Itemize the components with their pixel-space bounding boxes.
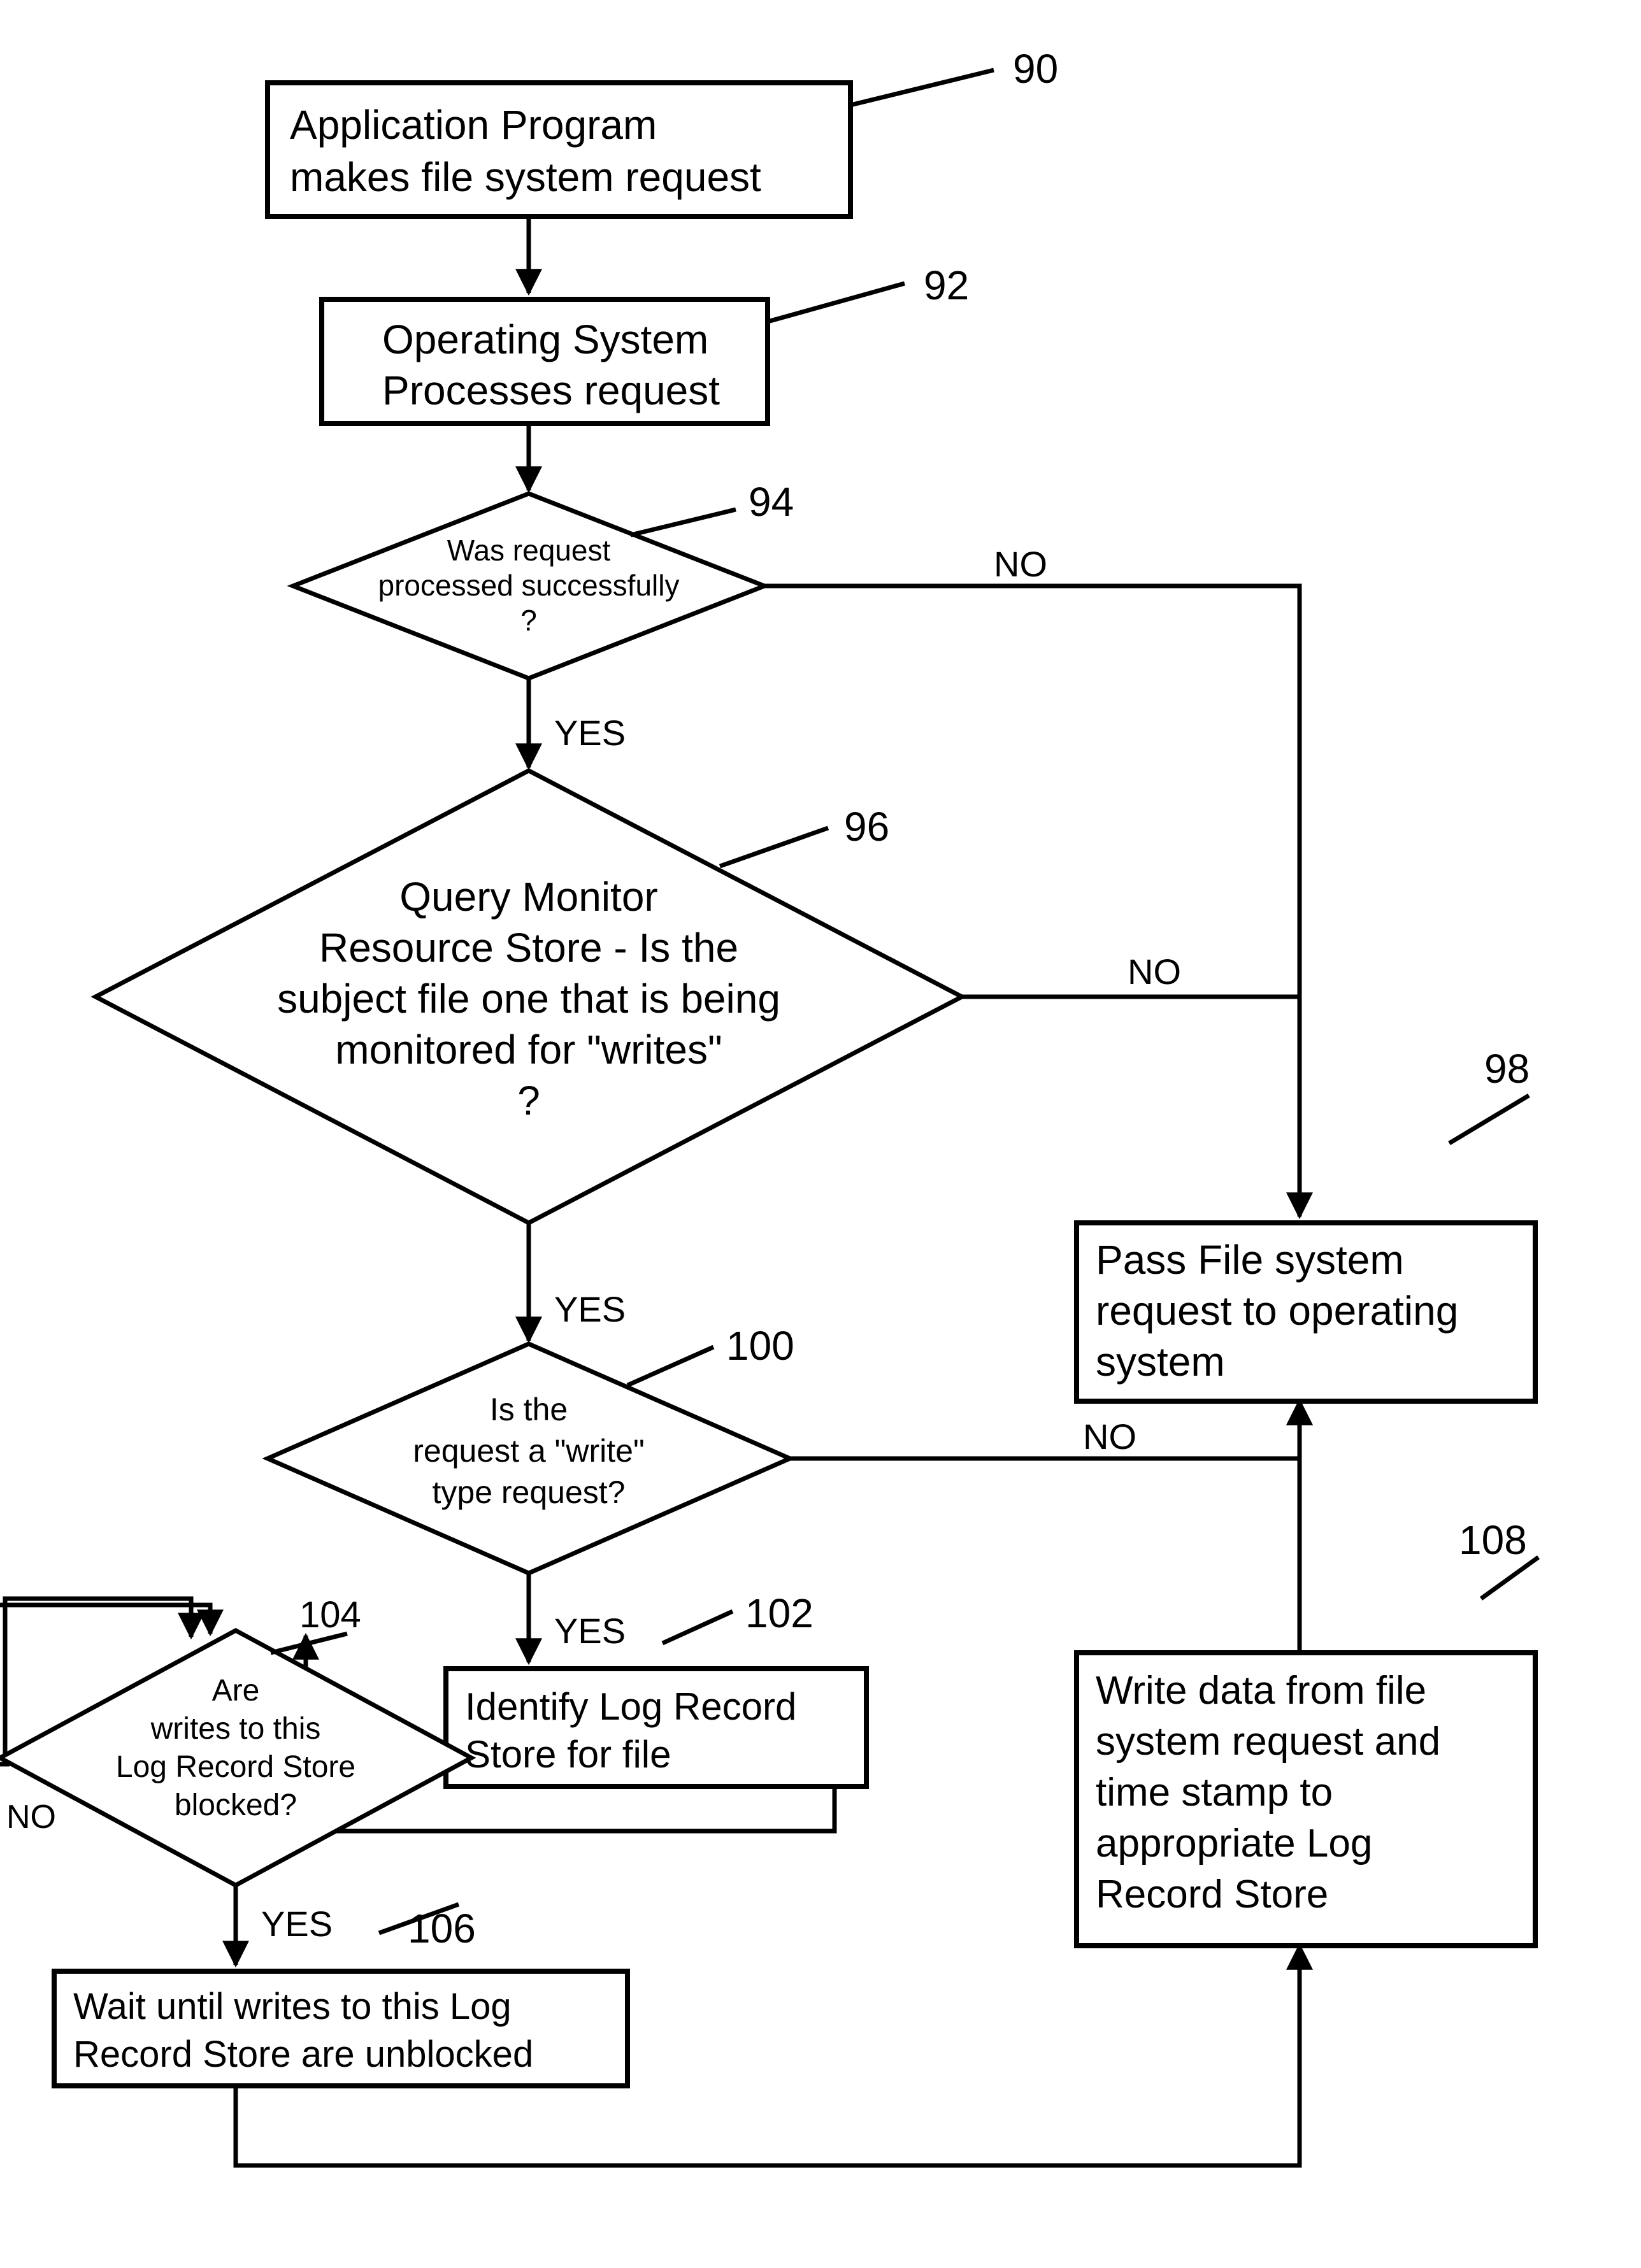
n94-line2: processed successfully (378, 569, 680, 602)
n106-line1: Wait until writes to this Log (73, 1986, 512, 2027)
n104-line2: writes to this (150, 1712, 321, 1746)
n108-line4: appropriate Log (1096, 1822, 1372, 1865)
n102-line2: Store for file (465, 1733, 671, 1776)
node-96: Query Monitor Resource Store - Is the su… (96, 771, 962, 1223)
lbl-94-yes: YES (554, 713, 626, 753)
n108-ref: 108 (1459, 1517, 1527, 1563)
n96-ref: 96 (844, 804, 889, 850)
node-100: Is the request a "write" type request? 1… (268, 1323, 794, 1573)
n96-line4: monitored for "writes" (335, 1027, 722, 1073)
node-98: Pass File system request to operating sy… (1077, 1046, 1535, 1401)
n90-line2: makes file system request (290, 154, 761, 200)
n96-line1: Query Monitor (399, 874, 657, 920)
n92-ref: 92 (924, 262, 969, 308)
lbl-96-no: NO (1128, 952, 1181, 992)
n102-ref: 102 (745, 1590, 813, 1636)
n90-line1: Application Program (290, 102, 657, 148)
n100-line2: request a "write" (413, 1433, 644, 1469)
n94-line3: ? (520, 604, 537, 637)
n108-line1: Write data from file (1096, 1669, 1426, 1713)
node-106: Wait until writes to this Log Record Sto… (54, 1904, 627, 2086)
lbl-96-yes: YES (554, 1289, 626, 1329)
node-90: Application Program makes file system re… (268, 46, 1058, 217)
n94-ref: 94 (749, 479, 794, 525)
n96-line5: ? (517, 1078, 540, 1123)
n100-ref: 100 (726, 1323, 794, 1369)
lbl-104-yes: YES (261, 1904, 333, 1944)
lbl-94-no: NO (994, 544, 1047, 584)
n108-line3: time stamp to (1096, 1771, 1333, 1815)
n98-line2: request to operating (1096, 1288, 1458, 1334)
n92-line2: Processes request (382, 367, 720, 413)
flowchart-canvas: Application Program makes file system re… (0, 0, 1641, 2268)
lbl-100-no: NO (1083, 1416, 1136, 1457)
n104-line3: Log Record Store (116, 1750, 355, 1784)
n104-line1: Are (212, 1674, 260, 1708)
n98-line3: system (1096, 1339, 1225, 1385)
n104-line4: blocked? (175, 1788, 297, 1822)
edge-94-no (764, 586, 1300, 1216)
n106-line2: Record Store are unblocked (73, 2034, 533, 2075)
n98-line1: Pass File system (1096, 1237, 1404, 1283)
n108-line5: Record Store (1096, 1872, 1328, 1916)
lbl-104-no: NO (6, 1799, 56, 1836)
node-104: Are writes to this Log Record Store bloc… (0, 1594, 471, 1885)
node-102: Identify Log Record Store for file 102 (446, 1590, 866, 1787)
n106-ref: 106 (408, 1906, 476, 1951)
n90-ref: 90 (1013, 46, 1058, 92)
node-94: Was request processed successfully ? 94 (293, 479, 794, 678)
n108-line2: system request and (1096, 1720, 1440, 1764)
node-92: Operating System Processes request 92 (322, 262, 969, 424)
n94-line1: Was request (447, 534, 611, 567)
node-108: Write data from file system request and … (1077, 1517, 1538, 1946)
edge-100-no (790, 1401, 1300, 1459)
n102-line1: Identify Log Record (465, 1685, 796, 1728)
n104-ref: 104 (299, 1594, 361, 1636)
n96-line3: subject file one that is being (277, 976, 780, 1022)
n92-line1: Operating System (382, 317, 708, 362)
n96-line2: Resource Store - Is the (319, 925, 738, 971)
n98-ref: 98 (1484, 1046, 1530, 1092)
lbl-100-yes: YES (554, 1611, 626, 1651)
n100-line1: Is the (490, 1392, 568, 1427)
n100-line3: type request? (433, 1474, 626, 1510)
